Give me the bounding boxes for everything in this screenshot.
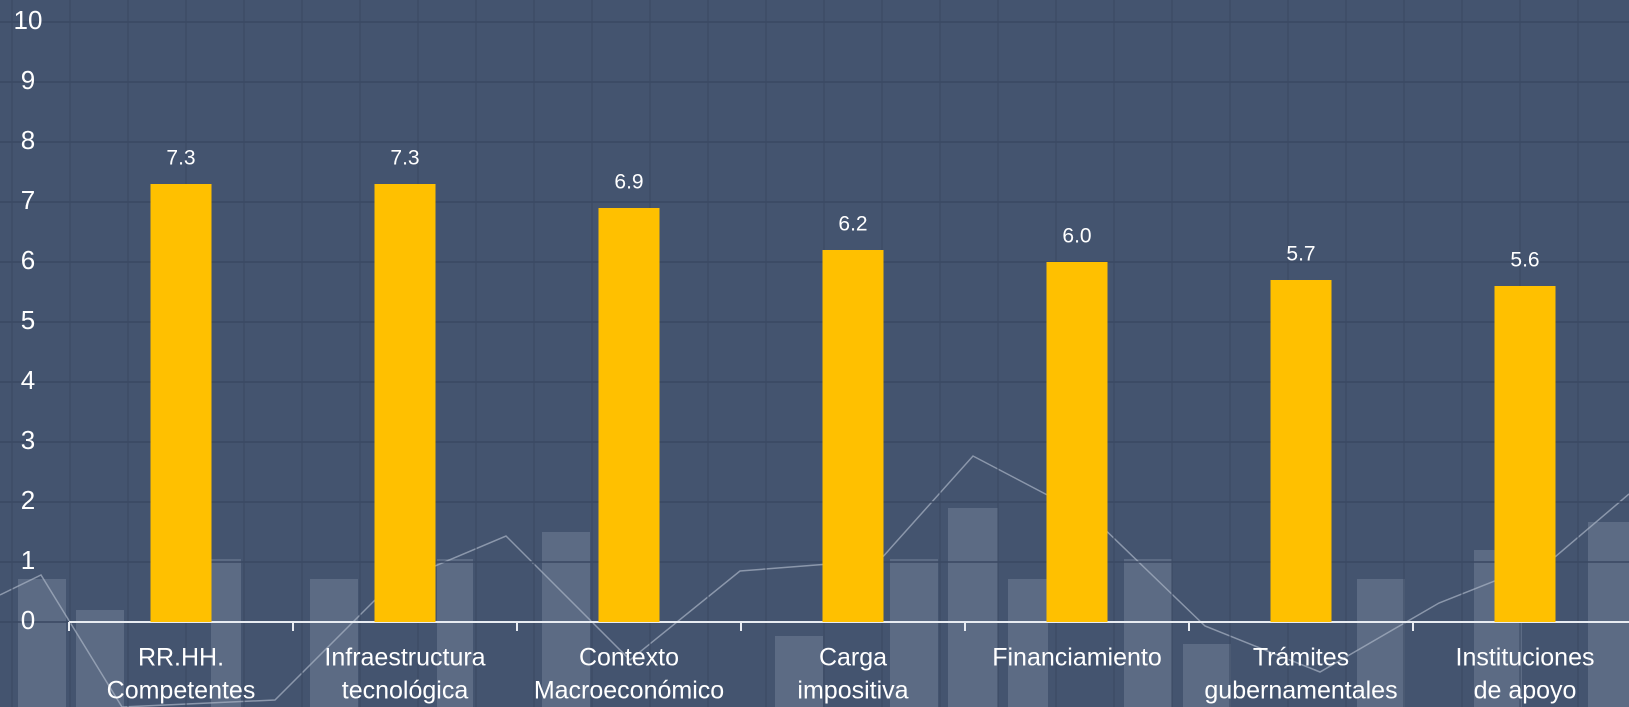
x-tick-label: Instituciones — [1456, 644, 1595, 672]
bar — [1270, 280, 1332, 622]
x-tick-label: Financiamiento — [992, 644, 1162, 672]
y-tick-label: 7 — [21, 185, 35, 215]
value-label: 6.9 — [614, 171, 643, 194]
x-tick-label: Competentes — [107, 677, 256, 705]
background-decoration — [18, 508, 1629, 707]
y-tick-label: 4 — [21, 365, 35, 395]
y-tick-label: 9 — [21, 65, 35, 95]
bar — [822, 250, 884, 622]
value-label: 6.0 — [1062, 225, 1091, 248]
y-tick-label: 8 — [21, 125, 35, 155]
y-tick-label: 6 — [21, 245, 35, 275]
value-label: 7.3 — [166, 147, 195, 170]
bar — [150, 184, 212, 622]
x-tick-label: RR.HH. — [138, 644, 224, 672]
y-tick-label: 1 — [21, 545, 35, 575]
bar — [1494, 286, 1556, 622]
y-tick-label: 10 — [14, 5, 43, 35]
x-tick-label: tecnológica — [342, 677, 469, 705]
x-tick-label: Contexto — [579, 644, 679, 672]
bar — [598, 208, 660, 622]
x-tick-label: Infraestructura — [324, 644, 485, 672]
bar — [374, 184, 436, 622]
bar — [1046, 262, 1108, 622]
x-tick-label: de apoyo — [1474, 677, 1577, 705]
value-label: 6.2 — [838, 213, 867, 236]
x-tick-label: Trámites — [1253, 644, 1349, 672]
value-label: 7.3 — [390, 147, 419, 170]
x-tick-label: Macroeconómico — [534, 677, 724, 705]
y-tick-label: 0 — [21, 605, 35, 635]
y-tick-label: 3 — [21, 425, 35, 455]
background-line — [0, 455, 1629, 707]
x-tick-label: Carga — [819, 644, 887, 672]
x-tick-label: gubernamentales — [1204, 677, 1397, 705]
y-tick-label: 2 — [21, 485, 35, 515]
value-label: 5.7 — [1286, 243, 1315, 266]
y-tick-label: 5 — [21, 305, 35, 335]
value-label: 5.6 — [1510, 249, 1539, 272]
x-tick-label: impositiva — [797, 677, 908, 705]
